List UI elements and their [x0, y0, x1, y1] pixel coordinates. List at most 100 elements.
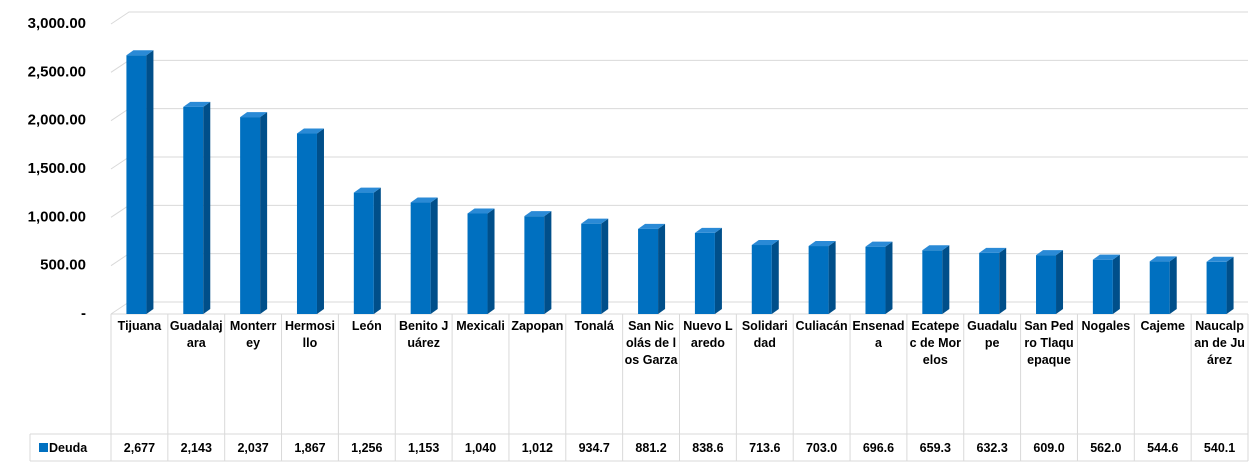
bar [581, 218, 609, 314]
x-tick-label: Mexicali [456, 319, 505, 333]
bar-front [1036, 255, 1057, 314]
bar-top [353, 187, 381, 193]
x-tick-label: Guadalupe [967, 319, 1018, 350]
data-table-value: 540.1 [1203, 441, 1236, 455]
data-table-value: 1,153 [408, 441, 440, 455]
y-tick-label: 3,000.00 [28, 15, 86, 32]
bar [410, 197, 438, 314]
bar-front [865, 246, 886, 314]
bar [1206, 256, 1234, 314]
grid-line [110, 108, 1248, 122]
bar-top [467, 208, 495, 214]
data-table-value: 2,037 [237, 441, 269, 455]
bar-top [865, 241, 893, 247]
bar-front [524, 216, 545, 314]
y-tick-label: 2,500.00 [28, 63, 86, 80]
bar-front [467, 213, 488, 314]
bar-front [126, 55, 147, 315]
data-table-value: 703.0 [805, 441, 838, 455]
bar [751, 240, 779, 314]
bar-top [581, 218, 609, 224]
bar-side [203, 101, 211, 315]
bar-side [146, 50, 154, 315]
data-table-value: 1,867 [294, 441, 326, 455]
bar-top [808, 241, 836, 247]
bar [183, 101, 211, 315]
bar-top [524, 211, 552, 217]
bar-top [183, 101, 211, 107]
bar-front [240, 117, 261, 314]
bar-side [430, 197, 438, 314]
bar [865, 241, 893, 314]
x-tick-label: Monterrey [229, 319, 277, 350]
data-table-value: 632.3 [976, 441, 1008, 455]
x-tick-label: Culiacán [795, 319, 848, 333]
x-tick-label: Nogales [1081, 319, 1131, 333]
bar-front [1149, 261, 1170, 314]
bar-side [942, 245, 950, 314]
y-tick-label: 1,000.00 [28, 208, 86, 225]
bar-top [296, 128, 324, 134]
data-table-value: 1,256 [351, 441, 383, 455]
bar [922, 245, 950, 314]
bar-top [1092, 254, 1120, 260]
y-tick-label: 2,000.00 [28, 112, 86, 129]
bar-front [694, 232, 715, 314]
bar-side [601, 218, 609, 314]
bar [1036, 250, 1064, 314]
bar-front [353, 192, 374, 314]
bar-side [771, 240, 779, 314]
bar-side [373, 187, 381, 314]
bar-side [1056, 250, 1064, 314]
bar-side [885, 241, 893, 314]
bar-side [487, 208, 495, 314]
x-tick-label: Solidaridad [741, 319, 788, 350]
bar [1092, 254, 1120, 314]
data-table-value: 2,677 [123, 441, 156, 455]
bar [979, 247, 1007, 314]
x-tick-label: Cajeme [1140, 319, 1185, 333]
bar [126, 50, 154, 315]
bar-side [544, 211, 552, 314]
legend-label: Deuda [49, 441, 88, 455]
bar-top [1149, 256, 1177, 262]
grid-line [110, 59, 1248, 73]
bar [467, 208, 495, 314]
grid-line [110, 156, 1248, 170]
bar-front [808, 246, 829, 314]
x-tick-label: San Nicolás de los Garza [624, 319, 678, 367]
bar-front [638, 228, 659, 314]
x-tick-label: Naucalpan de Juárez [1194, 319, 1245, 367]
x-tick-label: Hermosillo [284, 319, 335, 350]
data-table-value: 696.6 [862, 441, 895, 455]
x-tick-label: Ensenada [852, 319, 905, 350]
bar [1149, 256, 1177, 314]
bar-front [922, 250, 943, 314]
bar-top [751, 240, 779, 246]
data-table-value: 838.6 [692, 441, 724, 455]
y-tick-label: 500.00 [40, 257, 86, 274]
bar-side [1226, 256, 1234, 314]
bar [638, 223, 666, 314]
x-tick-label: Zapopan [511, 319, 564, 333]
grid-line [110, 204, 1248, 218]
x-tick-label: León [351, 319, 382, 333]
bar-side [260, 112, 268, 314]
x-tick-label: San Pedro Tlaquepaque [1024, 319, 1074, 367]
bar-top [1206, 256, 1234, 262]
data-table-value: 1,012 [521, 441, 553, 455]
bar-top [240, 112, 268, 118]
x-tick-label: Ecatepec de Morelos [909, 319, 962, 367]
x-tick-label: Guadalajara [169, 319, 223, 350]
bar-front [1092, 259, 1113, 314]
data-table-value: 881.2 [635, 441, 667, 455]
bar-side [658, 223, 666, 314]
x-tick-label: Nuevo Laredo [683, 319, 733, 350]
bar-side [714, 227, 722, 314]
bar-side [316, 128, 324, 314]
bar-top [410, 197, 438, 203]
bar-top [638, 223, 666, 229]
x-tick-label: Tijuana [117, 319, 162, 333]
bar [694, 227, 722, 314]
